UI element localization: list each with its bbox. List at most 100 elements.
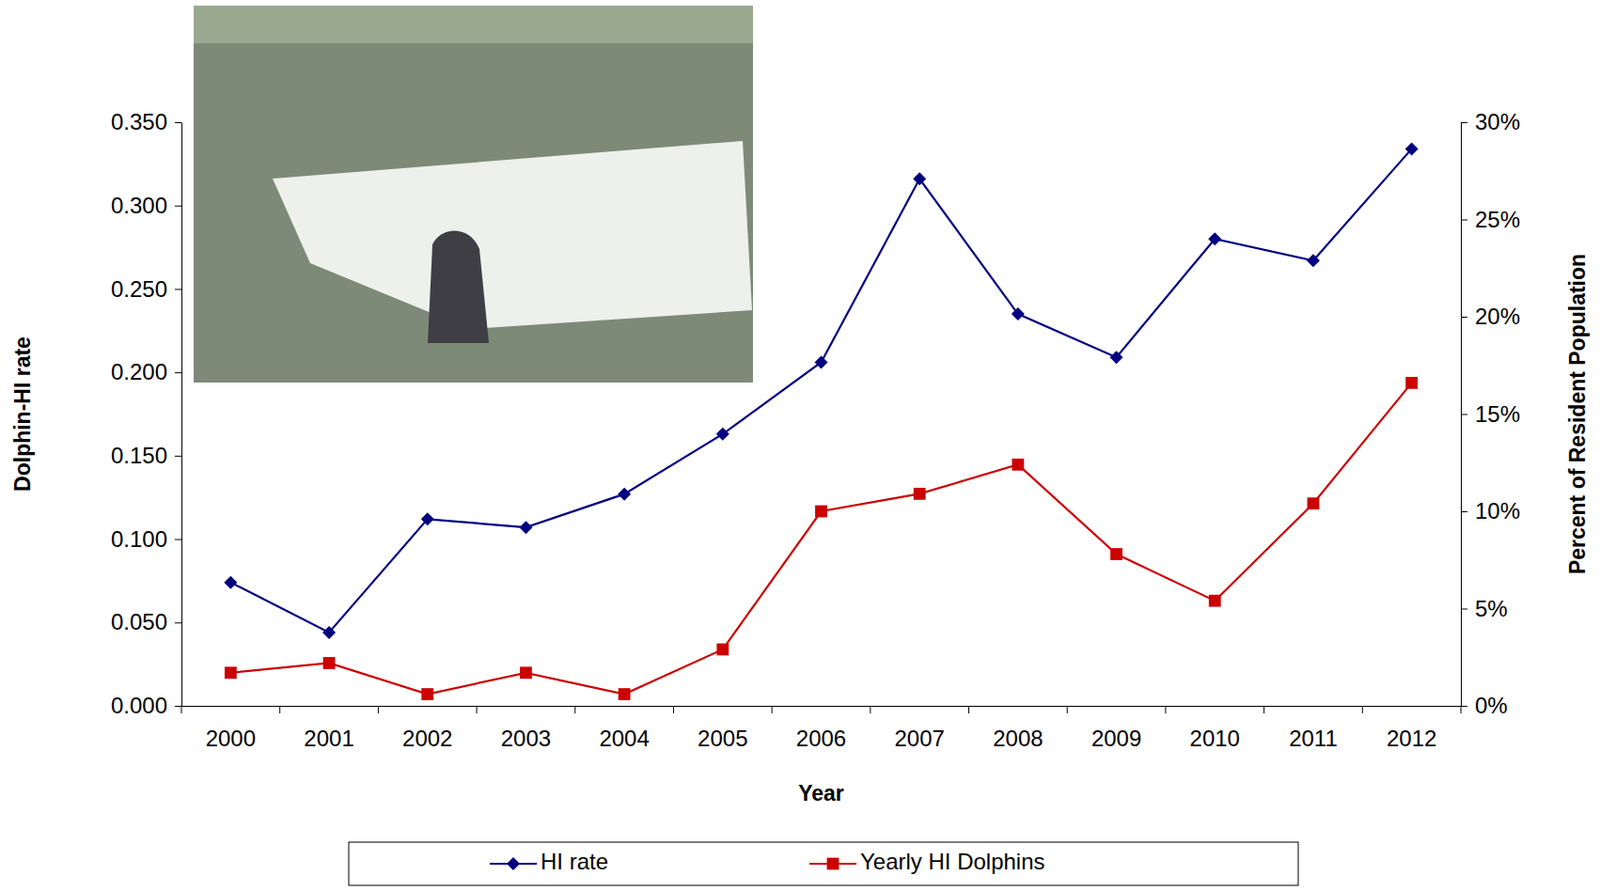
photo-dolphin (427, 231, 489, 344)
tick: 2009 (1091, 705, 1142, 752)
tick: 2002 (402, 705, 453, 752)
tick-label: 20% (1474, 303, 1521, 330)
tick-mark (673, 705, 675, 714)
legend-item: HI rate (489, 848, 609, 875)
tick-mark (174, 122, 182, 124)
tick-mark (869, 705, 871, 714)
tick-label: 0.250 (110, 276, 168, 302)
y2-axis-title: Percent of Resident Population (1565, 253, 1590, 575)
tick: 0.150 (110, 442, 182, 469)
tick: 0.100 (110, 526, 182, 552)
tick-mark (574, 705, 576, 714)
tick-label: 2010 (1190, 725, 1240, 752)
tick-label: 0.150 (110, 442, 168, 469)
tick-label: 2003 (501, 725, 551, 752)
tick-label: 2001 (303, 725, 354, 752)
data-point (421, 688, 434, 701)
series-line (230, 382, 1412, 694)
tick: 2001 (303, 705, 354, 752)
data-point (815, 505, 828, 518)
data-point (1110, 548, 1123, 561)
tick-label: 0% (1474, 692, 1508, 719)
data-point (1307, 497, 1320, 510)
data-point (618, 688, 631, 701)
data-point (323, 657, 336, 670)
tick: 10% (1460, 498, 1521, 524)
data-point (1208, 595, 1222, 608)
tick-mark (174, 455, 182, 457)
x-axis-title: Year (798, 781, 845, 806)
data-point (1405, 141, 1419, 156)
tick-label: 2012 (1386, 725, 1437, 752)
tick-mark (1460, 705, 1462, 714)
tick-mark (968, 705, 970, 714)
tick-label: 30% (1474, 109, 1521, 135)
tick-mark (1263, 705, 1265, 714)
tick-label: 10% (1474, 498, 1521, 524)
plot-area (223, 141, 1418, 701)
chart: 0.0000.0500.1000.1500.2000.2500.3000.350… (0, 0, 1600, 891)
photo-inset (193, 5, 753, 383)
tick-label: 2000 (205, 725, 256, 752)
photo-boat (272, 141, 753, 330)
legend-box (348, 842, 1299, 886)
tick-label: 0.300 (110, 192, 168, 219)
tick: 0.300 (110, 192, 182, 219)
data-point (1207, 232, 1222, 246)
tick-label: 2004 (598, 725, 649, 752)
legend-marker (506, 857, 520, 871)
data-point (1011, 307, 1025, 321)
y-axis: 0.0000.0500.1000.1500.2000.2500.3000.350 (110, 109, 183, 719)
tick: 0.050 (110, 609, 182, 635)
tick-mark (1460, 219, 1468, 221)
tick-mark (181, 705, 183, 714)
data-point (223, 576, 237, 590)
tick-label: 0.050 (110, 609, 168, 635)
tick: 2007 (894, 705, 944, 752)
data-point (815, 355, 829, 369)
tick: 2011 (1288, 705, 1338, 752)
y-axis-title: Dolphin-HI rate (10, 336, 35, 492)
tick-label: 2007 (894, 725, 944, 752)
data-point (716, 643, 729, 657)
legend: HI rate Yearly HI Dolphins (348, 842, 1299, 886)
tick-mark (279, 705, 281, 714)
data-point (1405, 376, 1418, 390)
tick: 0.350 (110, 109, 182, 135)
tick-mark (377, 705, 379, 714)
legend-marker (827, 858, 840, 871)
x-boundary-ticks (181, 705, 1461, 714)
legend-item: Yearly HI Dolphins (809, 848, 1046, 875)
tick-label: 15% (1474, 401, 1521, 427)
tick-label: 2002 (402, 725, 453, 752)
tick-label: 2011 (1288, 725, 1338, 752)
tick-mark (174, 539, 182, 541)
data-point (913, 487, 926, 501)
y2-axis: 0% 5% 10% 15% 20% 25% 30% (1460, 109, 1521, 719)
tick-mark (1460, 122, 1468, 124)
axis-line (182, 705, 1462, 707)
axis-line (181, 123, 183, 707)
tick-mark (771, 705, 773, 714)
data-point (716, 427, 730, 441)
x-axis: 2000200120022003200420052006200720082009… (182, 705, 1462, 752)
tick-label: 2006 (796, 725, 847, 752)
data-point (1011, 458, 1024, 471)
data-point (617, 487, 631, 502)
data-point (519, 666, 533, 679)
tick-label: 2005 (697, 725, 748, 752)
tick-mark (1362, 705, 1364, 714)
tick-mark (174, 622, 182, 624)
tick: 0.250 (110, 276, 182, 302)
tick-mark (1460, 316, 1468, 318)
data-point (224, 666, 237, 679)
tick-label: 25% (1474, 206, 1521, 233)
tick: 2000 (205, 705, 256, 752)
tick: 5% (1460, 596, 1508, 622)
tick-mark (174, 205, 182, 207)
data-point (912, 172, 926, 186)
tick-mark (1460, 705, 1468, 707)
tick: 2003 (501, 705, 551, 752)
tick-label: 0.000 (110, 692, 168, 719)
legend-label: HI rate (540, 848, 609, 875)
